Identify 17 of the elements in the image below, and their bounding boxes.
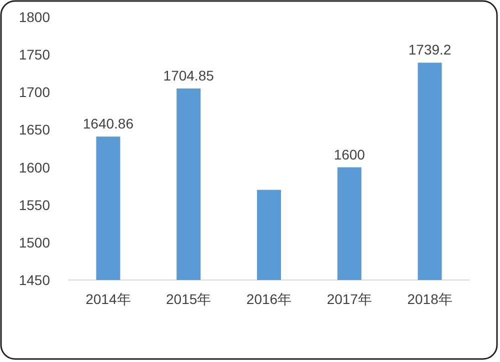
data-label: 1640.86 — [82, 116, 134, 132]
x-tick-label: 2017年 — [326, 291, 372, 307]
x-tick-label: 2018年 — [407, 291, 452, 307]
x-tick-label: 2015年 — [166, 291, 212, 307]
x-tick-label: 2016年 — [246, 291, 292, 307]
y-tick-label: 1700 — [18, 84, 50, 100]
y-tick-label: 1500 — [18, 234, 50, 250]
data-label: 1739.2 — [408, 42, 452, 58]
data-label: 1704.85 — [163, 68, 214, 84]
y-tick-label: 1750 — [18, 46, 50, 63]
y-tick-label: 1650 — [18, 122, 50, 138]
y-tick-label: 1550 — [18, 196, 50, 213]
x-tick-label: 2014年 — [86, 291, 131, 307]
data-label: 1600 — [334, 146, 366, 162]
y-tick-label: 1800 — [18, 9, 50, 25]
y-tick-label: 1600 — [18, 159, 50, 176]
y-tick-label: 1450 — [18, 272, 50, 288]
